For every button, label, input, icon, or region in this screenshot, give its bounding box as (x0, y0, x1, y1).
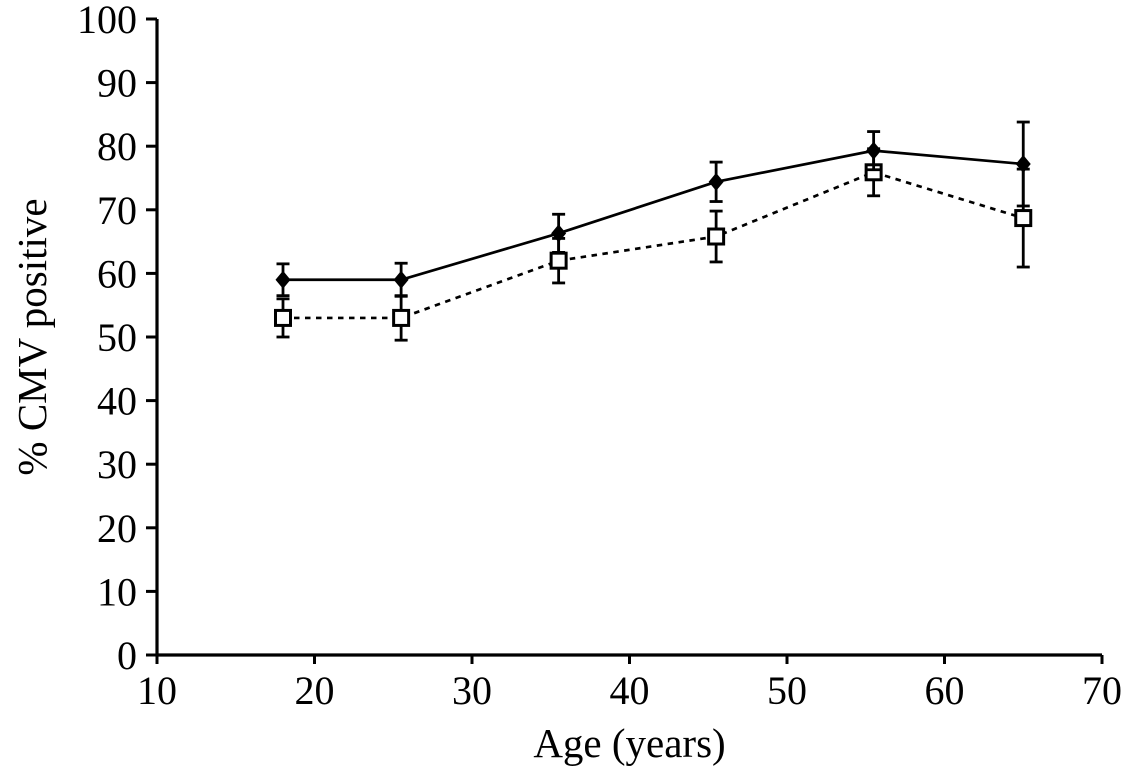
axes-spines (155, 19, 1102, 657)
open-square-marker (274, 308, 292, 327)
y-tick-label: 80 (97, 124, 137, 169)
x-tick-label: 70 (1082, 668, 1122, 713)
x-tick-label: 10 (137, 668, 177, 713)
y-tick-label: 100 (77, 0, 137, 42)
open-square-marker (549, 251, 568, 270)
filled-diamond-marker (1015, 155, 1031, 174)
x-axis-label: Age (years) (533, 720, 725, 766)
open-square-marker (392, 308, 411, 327)
filled-diamond-marker (866, 141, 882, 160)
y-tick-label: 60 (97, 251, 137, 296)
y-tick-label: 10 (97, 569, 137, 614)
y-tick-label: 40 (97, 379, 137, 424)
open-square-marker (707, 227, 726, 246)
y-tick-label: 20 (97, 506, 137, 551)
x-tick-label: 60 (925, 668, 965, 713)
open-square-marker (1014, 209, 1033, 228)
x-tick-label: 50 (767, 668, 807, 713)
filled-diamond-marker (551, 224, 567, 243)
x-tick-label: 30 (452, 668, 492, 713)
y-tick-label: 0 (117, 633, 137, 678)
filled-diamond-marker (393, 270, 409, 289)
y-tick-label: 30 (97, 442, 137, 487)
filled-diamond-marker (275, 270, 291, 289)
filled-diamond-marker (708, 172, 724, 191)
y-tick-label: 50 (97, 315, 137, 360)
x-tick-label: 40 (610, 668, 650, 713)
y-tick-label: 90 (97, 61, 137, 106)
square-series-line (283, 170, 1024, 320)
y-axis-label: % CMV positive (9, 198, 55, 475)
x-tick-label: 20 (295, 668, 335, 713)
diamond-series-line (283, 149, 1024, 282)
y-tick-label: 70 (97, 188, 137, 233)
